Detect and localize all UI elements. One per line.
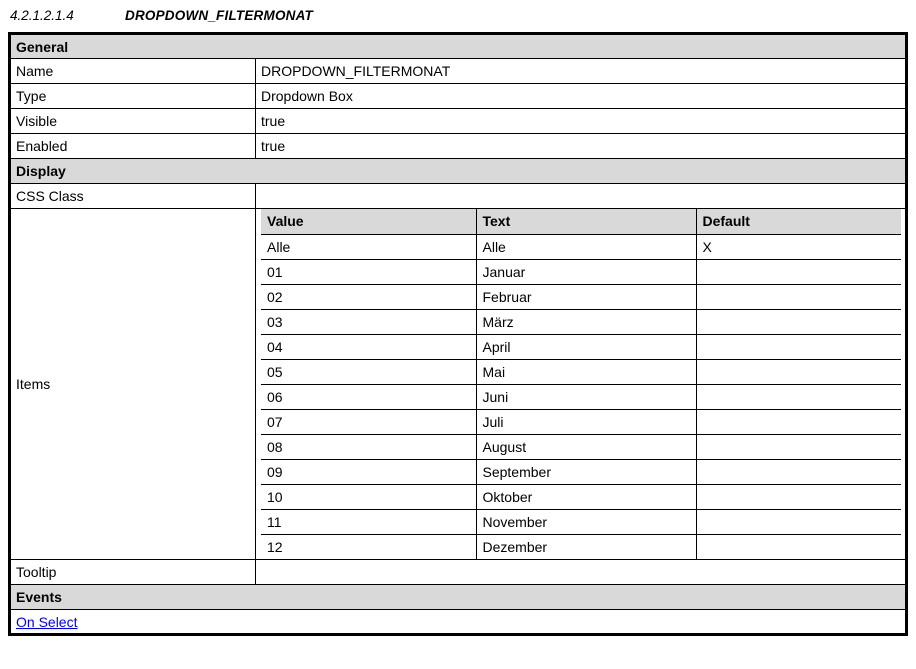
items-row: 04 April (261, 333, 901, 360)
item-text: November (475, 508, 697, 535)
event-cell: On Select (9, 609, 907, 635)
items-header-row: Value Text Default (261, 209, 901, 235)
heading-title: DROPDOWN_FILTERMONAT (125, 8, 313, 23)
item-default (695, 433, 901, 460)
property-value: true (255, 133, 907, 159)
item-default (695, 258, 901, 285)
item-text: März (475, 308, 697, 335)
item-text: Januar (475, 258, 697, 285)
items-row: 03 März (261, 308, 901, 335)
property-value: DROPDOWN_FILTERMONAT (255, 58, 907, 84)
item-value: 01 (261, 258, 477, 285)
section-label-display: Display (9, 158, 907, 184)
property-row-tooltip: Tooltip (9, 559, 907, 585)
event-row-on-select: On Select (9, 609, 907, 635)
items-row: 01 Januar (261, 258, 901, 285)
property-row-items: Items Value Text Default (9, 208, 907, 560)
property-row-visible: Visible true (9, 108, 907, 134)
items-column-header-text: Text (475, 209, 697, 235)
items-row: 08 August (261, 433, 901, 460)
property-row-name: Name DROPDOWN_FILTERMONAT (9, 58, 907, 84)
item-default (695, 283, 901, 310)
property-value (255, 183, 907, 209)
item-text: Dezember (475, 533, 697, 559)
item-text: Oktober (475, 483, 697, 510)
section-row-display: Display (9, 158, 907, 184)
property-label: Type (9, 83, 256, 109)
item-text: Mai (475, 358, 697, 385)
item-value: 04 (261, 333, 477, 360)
item-text: August (475, 433, 697, 460)
properties-table: General Name DROPDOWN_FILTERMONAT Type D… (8, 32, 908, 636)
items-row: 05 Mai (261, 358, 901, 385)
item-default (695, 358, 901, 385)
property-label: Name (9, 58, 256, 84)
on-select-link[interactable]: On Select (16, 613, 78, 630)
item-value: 12 (261, 533, 477, 559)
item-value: 10 (261, 483, 477, 510)
item-value: 11 (261, 508, 477, 535)
section-label-general: General (9, 33, 907, 59)
property-label: CSS Class (9, 183, 256, 209)
item-default: X (695, 233, 901, 260)
item-value: 02 (261, 283, 477, 310)
property-value (255, 559, 907, 585)
item-value: 05 (261, 358, 477, 385)
item-default (695, 383, 901, 410)
property-value: Dropdown Box (255, 83, 907, 109)
section-row-general: General (9, 33, 907, 59)
items-row: 11 November (261, 508, 901, 535)
property-label-items: Items (9, 208, 256, 560)
item-default (695, 533, 901, 559)
heading-number: 4.2.1.2.1.4 (10, 8, 74, 23)
item-default (695, 458, 901, 485)
item-default (695, 333, 901, 360)
item-value: 06 (261, 383, 477, 410)
item-default (695, 508, 901, 535)
property-label: Visible (9, 108, 256, 134)
items-row: 07 Juli (261, 408, 901, 435)
property-row-type: Type Dropdown Box (9, 83, 907, 109)
item-default (695, 308, 901, 335)
items-column-header-default: Default (695, 209, 901, 235)
document-page: 4.2.1.2.1.4 DROPDOWN_FILTERMONAT General… (8, 8, 908, 636)
section-label-events: Events (9, 584, 907, 610)
items-table: Value Text Default Alle Alle X 01 Januar… (261, 209, 901, 559)
item-value: 09 (261, 458, 477, 485)
item-value: Alle (261, 233, 477, 260)
property-label: Enabled (9, 133, 256, 159)
item-value: 07 (261, 408, 477, 435)
property-value: true (255, 108, 907, 134)
property-label: Tooltip (9, 559, 256, 585)
item-text: Juli (475, 408, 697, 435)
items-column-header-value: Value (261, 209, 477, 235)
item-text: Juni (475, 383, 697, 410)
section-row-events: Events (9, 584, 907, 610)
items-table-cell: Value Text Default Alle Alle X 01 Januar… (255, 208, 907, 560)
items-row: 12 Dezember (261, 533, 901, 559)
items-row: 02 Februar (261, 283, 901, 310)
item-default (695, 483, 901, 510)
items-row: 10 Oktober (261, 483, 901, 510)
item-text: Februar (475, 283, 697, 310)
items-row: 09 September (261, 458, 901, 485)
items-row: 06 Juni (261, 383, 901, 410)
item-value: 03 (261, 308, 477, 335)
items-row: Alle Alle X (261, 233, 901, 260)
item-value: 08 (261, 433, 477, 460)
item-text: April (475, 333, 697, 360)
section-heading: 4.2.1.2.1.4 DROPDOWN_FILTERMONAT (10, 8, 908, 23)
property-row-enabled: Enabled true (9, 133, 907, 159)
property-row-css-class: CSS Class (9, 183, 907, 209)
item-text: Alle (475, 233, 697, 260)
item-default (695, 408, 901, 435)
item-text: September (475, 458, 697, 485)
items-table-body: Value Text Default Alle Alle X 01 Januar… (261, 209, 901, 559)
